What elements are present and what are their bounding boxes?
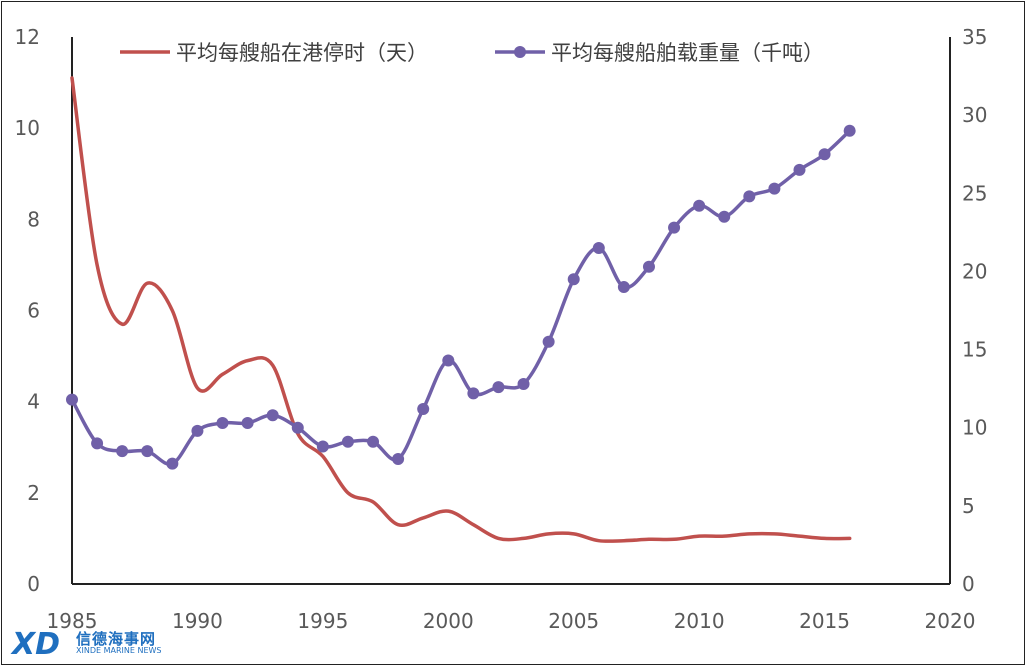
y-left-tick-label: 10 bbox=[15, 116, 40, 140]
series-2-point bbox=[141, 445, 154, 458]
y-left-tick-label: 4 bbox=[27, 390, 40, 414]
logo-letters: XD bbox=[10, 627, 60, 660]
series-2-point bbox=[642, 260, 655, 273]
y-right-tick-label: 25 bbox=[962, 181, 987, 205]
series-2-point bbox=[517, 377, 530, 390]
x-tick-label: 2000 bbox=[423, 609, 474, 633]
series-2-point bbox=[316, 440, 329, 453]
y-left-tick-label: 6 bbox=[27, 299, 40, 323]
series-2-point bbox=[442, 354, 455, 367]
legend-label-2: 平均每艘船舶载重量（千吨） bbox=[551, 41, 824, 65]
series-2-point bbox=[718, 210, 731, 223]
series-2-point bbox=[66, 393, 78, 406]
series-lines bbox=[70, 76, 852, 543]
tick-labels: 0 2 4 6 8 10 12 0 5 10 15 20 25 30 35 1985 1990 1995 2000 2… bbox=[15, 25, 988, 633]
series-2-point bbox=[843, 124, 856, 137]
watermark: XD 信德海事网 XINDE MARINE NEWS bbox=[10, 626, 170, 662]
x-tick-label: 1985 bbox=[47, 609, 98, 633]
y-right-tick-label: 15 bbox=[962, 338, 987, 362]
watermark-subtitle: XINDE MARINE NEWS bbox=[76, 646, 162, 655]
series-2-point bbox=[668, 221, 681, 234]
legend-marker-2 bbox=[514, 46, 526, 58]
series-2-point bbox=[617, 281, 630, 294]
series-line-2 bbox=[70, 129, 852, 466]
axes bbox=[71, 37, 951, 585]
series-2-point bbox=[341, 435, 354, 448]
series-2-point bbox=[743, 190, 756, 203]
series-2-point bbox=[793, 163, 806, 176]
series-2-point bbox=[693, 199, 706, 212]
series-2-point bbox=[417, 402, 430, 415]
series-2-point bbox=[191, 424, 204, 437]
series-2-point bbox=[592, 241, 605, 254]
series-2-point bbox=[266, 409, 279, 422]
series-2-point bbox=[166, 457, 179, 470]
series-line-1 bbox=[70, 76, 852, 543]
y-right-tick-label: 10 bbox=[962, 416, 987, 440]
y-right-tick-label: 20 bbox=[962, 259, 987, 283]
y-left-tick-label: 12 bbox=[15, 25, 40, 49]
series-2-point bbox=[542, 335, 555, 348]
series-2-point bbox=[291, 421, 304, 434]
series-2-point bbox=[116, 445, 129, 458]
y-left-tick-label: 0 bbox=[27, 572, 40, 596]
x-tick-label: 2010 bbox=[674, 609, 725, 633]
x-tick-label: 1995 bbox=[297, 609, 348, 633]
series-2-point bbox=[241, 417, 254, 430]
series-2-point bbox=[216, 417, 229, 430]
y-right-tick-label: 35 bbox=[962, 25, 987, 49]
y-left-tick-label: 2 bbox=[27, 481, 40, 505]
xd-logo-icon: XD bbox=[10, 627, 60, 662]
legend: 平均每艘船在港停时（天） 平均每艘船舶载重量（千吨） bbox=[120, 41, 824, 65]
y-right-tick-label: 5 bbox=[962, 494, 975, 518]
series-markers bbox=[66, 124, 856, 470]
series-2-point bbox=[567, 273, 580, 286]
series-2-point bbox=[768, 182, 781, 195]
x-tick-label: 1990 bbox=[172, 609, 223, 633]
series-2-point bbox=[91, 437, 104, 450]
legend-label-1: 平均每艘船在港停时（天） bbox=[176, 41, 428, 65]
x-tick-label: 2015 bbox=[799, 609, 850, 633]
series-2-point bbox=[492, 381, 505, 394]
series-2-point bbox=[818, 148, 831, 161]
series-2-point bbox=[467, 387, 480, 400]
y-right-tick-label: 0 bbox=[962, 572, 975, 596]
y-right-tick-label: 30 bbox=[962, 103, 987, 127]
x-tick-label: 2020 bbox=[925, 609, 976, 633]
watermark-title: 信德海事网 bbox=[76, 630, 157, 648]
y-left-tick-label: 8 bbox=[27, 207, 40, 231]
series-2-point bbox=[367, 435, 380, 448]
series-2-point bbox=[392, 452, 405, 465]
x-tick-label: 2005 bbox=[548, 609, 599, 633]
